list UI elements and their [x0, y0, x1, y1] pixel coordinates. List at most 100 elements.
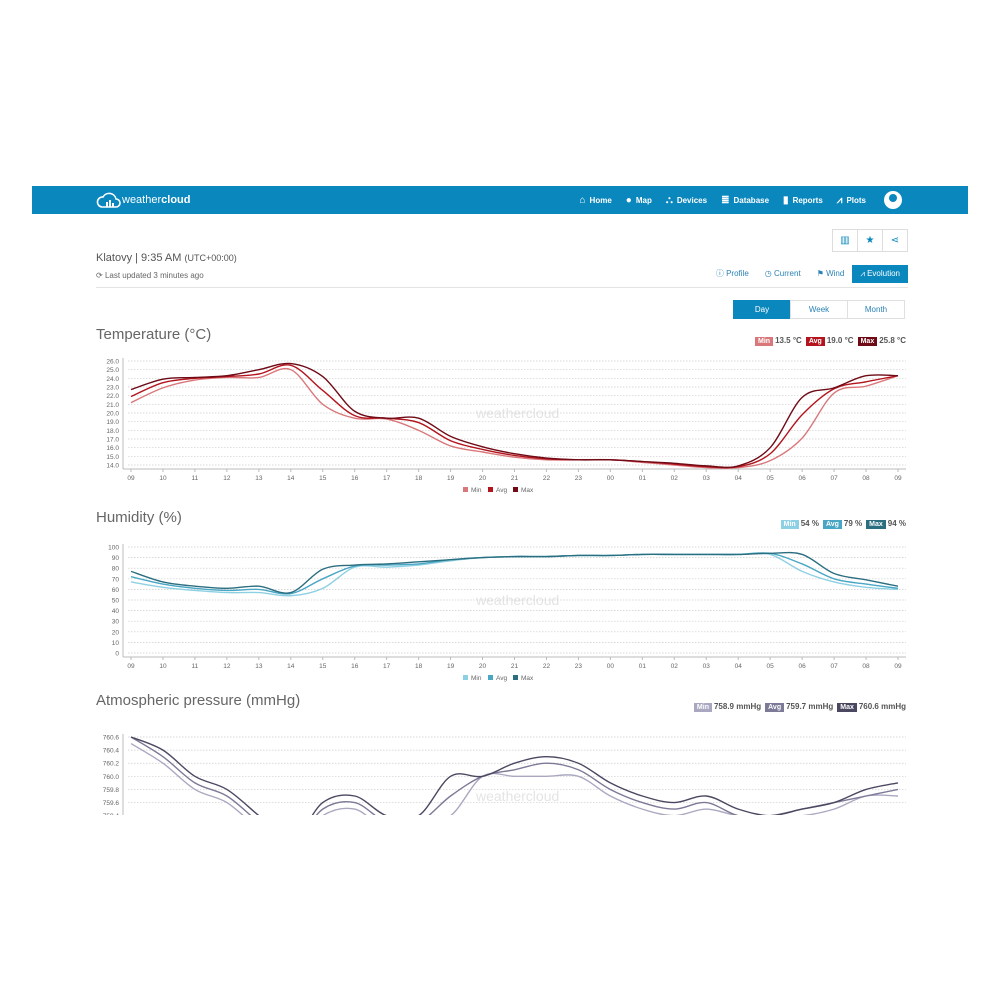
x-tick-label: 05	[767, 663, 775, 670]
y-tick-label: 26.0	[106, 359, 119, 366]
x-tick-label: 02	[671, 475, 679, 482]
stat-item: Avg 19.0 °C	[805, 336, 854, 346]
x-tick-label: 13	[255, 663, 263, 670]
x-tick-label: 12	[223, 663, 231, 670]
top-nav: weather cloud ⌂ Home ● Map ⛬ Devices ≣ Databa…	[32, 186, 968, 214]
y-tick-label: 759.6	[103, 800, 120, 807]
stat-value: 79 %	[843, 519, 863, 528]
series-line-avg	[130, 552, 899, 595]
series-line-min	[130, 367, 899, 469]
y-tick-label: 19.0	[106, 419, 119, 426]
y-tick-label: 100	[108, 545, 119, 552]
stat-item: Min 758.9 mmHg	[693, 702, 762, 712]
x-tick-label: 09	[894, 475, 902, 482]
nav-database[interactable]: ≣ Database	[721, 195, 769, 206]
x-tick-label: 04	[735, 663, 743, 670]
stat-badge-max: Max	[866, 520, 886, 529]
legend-label: Min	[471, 487, 482, 494]
stat-badge-avg: Avg	[822, 520, 842, 529]
period-day[interactable]: Day	[733, 300, 791, 319]
x-tick-label: 06	[799, 663, 807, 670]
humidity-title: Humidity (%)	[96, 509, 182, 526]
tab-label: Profile	[726, 269, 749, 278]
stat-value: 758.9 mmHg	[713, 702, 762, 711]
humidity-stats: Min 54 % Avg 79 % Max 94 %	[780, 519, 906, 529]
y-tick-label: 760.4	[103, 748, 120, 755]
y-tick-label: 760.2	[103, 761, 120, 768]
stat-item: Avg 79 %	[822, 519, 863, 529]
x-tick-label: 11	[192, 475, 199, 482]
tab-label: Wind	[826, 269, 845, 278]
y-tick-label: 24.0	[106, 376, 119, 383]
user-avatar-icon[interactable]	[884, 191, 902, 209]
x-tick-label: 07	[830, 475, 838, 482]
x-tick-label: 07	[830, 663, 838, 670]
y-tick-label: 21.0	[106, 402, 119, 409]
tab-label: Current	[774, 269, 801, 278]
nav-devices[interactable]: ⛬ Devices	[666, 195, 707, 206]
x-tick-label: 21	[511, 663, 519, 670]
x-tick-label: 04	[735, 475, 743, 482]
chart-icon: ⩘	[836, 194, 843, 206]
x-tick-label: 09	[127, 663, 135, 670]
last-updated: ⟳ Last updated 3 minutes ago	[96, 271, 204, 280]
stat-item: Max 760.6 mmHg	[837, 702, 906, 712]
tab-wind[interactable]: ⚑ Wind	[809, 265, 853, 282]
series-line-min	[130, 742, 899, 815]
y-tick-label: 25.0	[106, 367, 119, 374]
cloud-logo-icon	[96, 192, 121, 208]
stat-value: 19.0 °C	[826, 336, 854, 345]
y-tick-label: 18.0	[106, 428, 119, 435]
x-tick-label: 11	[192, 663, 199, 670]
x-tick-label: 19	[447, 663, 455, 670]
period-month[interactable]: Month	[847, 300, 905, 319]
series-line-avg	[130, 364, 899, 469]
y-tick-label: 40	[112, 608, 120, 615]
stat-badge-min: Min	[755, 337, 774, 346]
x-tick-label: 03	[703, 475, 711, 482]
stat-value: 760.6 mmHg	[858, 702, 906, 711]
y-tick-label: 760.6	[103, 735, 120, 742]
bar-chart-icon[interactable]: ▥	[832, 229, 858, 252]
stat-value: 13.5 °C	[775, 336, 802, 345]
stat-badge-min: Min	[780, 520, 799, 529]
tab-evolution[interactable]: ⩘ Evolution	[852, 264, 908, 283]
legend-swatch	[463, 487, 468, 492]
legend-label: Min	[471, 675, 482, 682]
share-icon[interactable]: ⋖	[882, 229, 908, 252]
nav-label: Reports	[792, 195, 823, 205]
logo[interactable]: weather cloud	[96, 191, 190, 209]
y-tick-label: 20.0	[106, 411, 119, 418]
file-icon: ▮	[783, 194, 789, 206]
y-tick-label: 90	[112, 555, 120, 562]
star-icon[interactable]: ★	[857, 229, 883, 252]
legend-swatch	[488, 675, 493, 680]
nav-label: Plots	[846, 195, 866, 205]
x-tick-label: 17	[383, 663, 391, 670]
database-icon: ≣	[721, 194, 730, 206]
brand-light: weather	[122, 194, 162, 206]
nav-home[interactable]: ⌂ Home	[580, 195, 612, 206]
pressure-chart: weathercloud 760.6 760.4 760.2 760.0 759.8 759…	[103, 734, 906, 815]
nav-label: Devices	[676, 195, 708, 205]
x-tick-label: 09	[894, 663, 902, 670]
devices-icon: ⛬	[665, 194, 673, 206]
flag-icon: ⚑	[816, 269, 824, 278]
series-line-max	[130, 736, 899, 815]
temperature-stats: Min 13.5 °C Avg 19.0 °C Max 25.8 °C	[755, 336, 906, 346]
tab-profile[interactable]: ⓘ Profile	[708, 264, 757, 283]
nav-plots[interactable]: ⩘ Plots	[837, 195, 866, 206]
x-tick-label: 08	[862, 663, 870, 670]
tab-current[interactable]: ◷ Current	[757, 265, 809, 282]
x-tick-label: 03	[703, 663, 711, 670]
series-line-max	[130, 362, 899, 469]
last-updated-text: Last updated 3 minutes ago	[104, 271, 204, 280]
nav-reports[interactable]: ▮ Reports	[783, 195, 823, 206]
period-week[interactable]: Week	[790, 300, 848, 319]
x-tick-label: 19	[447, 475, 455, 482]
temperature-title: Temperature (°C)	[96, 326, 212, 343]
nav-map[interactable]: ● Map	[626, 195, 652, 206]
legend-swatch	[513, 675, 518, 680]
temperature-chart: weathercloud 26.025.0 24.0 23.022.0 21.0 20.0…	[106, 358, 906, 494]
